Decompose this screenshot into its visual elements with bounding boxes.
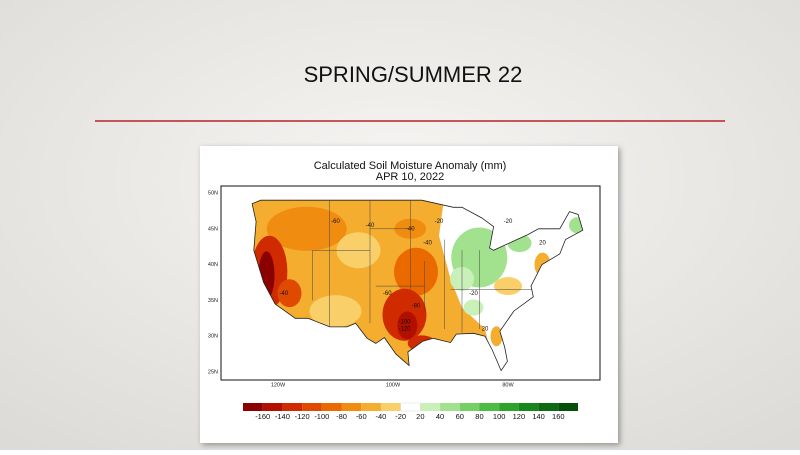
lat-label: 40N bbox=[208, 262, 218, 268]
contour-label: 20 bbox=[482, 327, 489, 333]
colorbar-label: 100 bbox=[493, 412, 506, 421]
contour-label: -40 bbox=[279, 291, 288, 297]
colorbar-label: 140 bbox=[532, 412, 545, 421]
contour-label: -60 bbox=[331, 219, 340, 225]
contour-label: -80 bbox=[412, 304, 421, 310]
colorbar-box bbox=[380, 403, 401, 411]
colorbar-box bbox=[361, 403, 381, 411]
contour-label: -20 bbox=[504, 219, 513, 225]
colorbar-box bbox=[558, 403, 578, 411]
colorbar-label: -40 bbox=[376, 412, 387, 421]
colorbar-box bbox=[341, 403, 362, 411]
anomaly-blob bbox=[494, 277, 522, 296]
colorbar-label: -100 bbox=[314, 412, 329, 421]
colorbar-label: -20 bbox=[395, 412, 406, 421]
anomaly-blob bbox=[394, 247, 438, 296]
colorbar-label: -140 bbox=[275, 412, 290, 421]
map-date: APR 10, 2022 bbox=[376, 171, 445, 183]
lat-label: 30N bbox=[208, 334, 218, 340]
colorbar-label: 160 bbox=[552, 412, 565, 421]
colorbar-label: -160 bbox=[255, 412, 270, 421]
colorbar-box bbox=[420, 403, 441, 411]
lon-label: 100W bbox=[386, 382, 401, 388]
coastline bbox=[251, 199, 584, 372]
colorbar-label: -60 bbox=[356, 412, 367, 421]
colorbar-box bbox=[499, 403, 519, 411]
anomaly-blob bbox=[266, 206, 347, 251]
anomaly-blob bbox=[463, 299, 484, 316]
map-frame bbox=[220, 185, 601, 381]
lat-label: 45N bbox=[208, 226, 218, 232]
contour-label: -40 bbox=[366, 223, 375, 229]
colorbar-box bbox=[302, 403, 322, 411]
colorbar-box bbox=[440, 403, 460, 411]
anomaly-blob bbox=[277, 279, 302, 308]
contour-label: -20 bbox=[469, 291, 478, 297]
colorbar-box bbox=[262, 403, 283, 411]
colorbar-box bbox=[479, 403, 500, 411]
colorbar-box bbox=[400, 402, 421, 412]
lon-label: 120W bbox=[271, 382, 286, 388]
colorbar-box bbox=[459, 403, 480, 411]
slide-title: SPRING/SUMMER 22 bbox=[304, 62, 523, 87]
contour-label: -40 bbox=[406, 226, 415, 232]
contour-label: -120 bbox=[398, 327, 411, 333]
contour-label: -100 bbox=[398, 319, 411, 325]
anomaly-blob bbox=[397, 311, 418, 340]
contour-label: -20 bbox=[435, 219, 444, 225]
anomaly-blob bbox=[490, 326, 503, 347]
colorbar-label: -80 bbox=[336, 412, 347, 421]
colorbar-box bbox=[538, 403, 559, 411]
map-title: Calculated Soil Moisture Anomaly (mm) bbox=[314, 160, 507, 172]
contour-label: -40 bbox=[423, 241, 432, 247]
colorbar-box bbox=[243, 403, 263, 411]
colorbar-label: 120 bbox=[513, 412, 526, 421]
contour-label: 20 bbox=[539, 241, 546, 247]
colorbar-label: -120 bbox=[295, 412, 310, 421]
contour-label: -60 bbox=[383, 291, 392, 297]
colorbar-box bbox=[321, 403, 342, 411]
colorbar-label: 80 bbox=[475, 412, 483, 421]
lat-label: 35N bbox=[208, 298, 218, 304]
colorbar-label: 40 bbox=[436, 412, 444, 421]
lat-label: 25N bbox=[208, 369, 218, 375]
colorbar-box bbox=[518, 403, 539, 411]
lat-label: 50N bbox=[208, 190, 218, 196]
colorbar-box bbox=[282, 403, 303, 411]
colorbar: -160 -140 -120 -100 -80 -60 -40 -20 20 40 60 80 100 1… bbox=[243, 402, 578, 421]
colorbar-label: 60 bbox=[456, 412, 464, 421]
lon-label: 80W bbox=[502, 382, 514, 388]
colorbar-label: 20 bbox=[416, 412, 424, 421]
anomaly-blob bbox=[309, 295, 362, 328]
